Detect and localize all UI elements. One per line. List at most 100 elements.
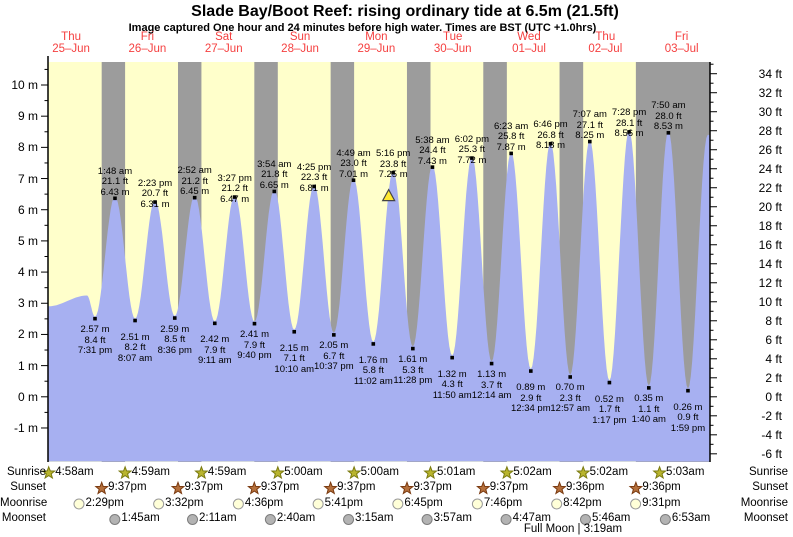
high-tide-label-line: 3:27 pm <box>217 172 252 184</box>
low-tide-label-line: 7.9 ft <box>204 344 226 356</box>
sunrise-star <box>270 465 286 480</box>
day-name: Mon <box>365 31 388 43</box>
moonrise-time: 7:46pm <box>483 496 523 509</box>
y-axis-label-ft: 28 ft <box>758 123 782 138</box>
high-tide-label-line: 6:02 pm <box>454 133 490 145</box>
low-tide-label-line: 2.57 m <box>80 324 110 336</box>
low-tide-label-line: 11:50 am <box>432 389 472 401</box>
sunrise-time: 5:02am <box>589 465 629 478</box>
y-axis-label-ft: 30 ft <box>758 104 782 119</box>
moonrise-disc <box>312 498 324 510</box>
day-name: Tue <box>442 31 463 43</box>
low-tide-label-line: 11:02 am <box>353 375 393 387</box>
low-tide-label-line: 1.7 ft <box>598 404 620 416</box>
sunset-star <box>323 480 338 495</box>
moonset-disc <box>343 514 355 525</box>
almanac-row-label-left: Moonrise <box>0 496 48 509</box>
sunrise-star <box>346 465 362 480</box>
y-axis-label-ft: 18 ft <box>758 218 782 233</box>
high-tide-label-line: 6.81 m <box>299 182 329 194</box>
tide-extreme-dot <box>686 388 690 393</box>
high-tide-label-line: 2:52 am <box>177 165 212 177</box>
moonrise-time: 2:29pm <box>85 496 124 509</box>
moonset-time: 2:11am <box>199 512 237 524</box>
y-axis-label-ft: -4 ft <box>761 427 782 442</box>
sunset-star <box>628 480 644 495</box>
low-tide-label-line: 2.05 m <box>319 340 349 352</box>
high-tide-label-line: 23.8 ft <box>379 158 407 170</box>
tide-extreme-dot <box>627 130 631 134</box>
low-tide-label-line: 0.89 m <box>516 382 546 394</box>
high-tide-label-line: 5:16 pm <box>375 148 411 160</box>
sunset-star <box>476 480 491 495</box>
high-tide-label-line: 2:23 pm <box>137 177 173 189</box>
high-tide-label-line: 6.43 m <box>100 186 130 198</box>
y-axis-label-ft: 32 ft <box>758 85 782 100</box>
day-name: Sat <box>215 31 233 43</box>
high-tide-label-line: 20.7 ft <box>141 188 169 200</box>
moonset-time: 6:53am <box>671 512 711 524</box>
high-tide-label-line: 21.1 ft <box>101 176 129 188</box>
high-tide-label-line: 4:49 am <box>336 147 371 159</box>
day-date: 01–Jul <box>512 43 546 55</box>
tide-extreme-dot <box>272 189 277 194</box>
sunset-star <box>552 480 567 495</box>
high-tide-label-line: 7:28 pm <box>611 107 647 119</box>
moonset-time: 5:46am <box>592 512 631 524</box>
tide-extreme-dot <box>93 316 97 321</box>
moonrise-disc <box>153 498 165 510</box>
y-axis-label-m: 5 m <box>17 233 38 248</box>
moonset-time: 3:57am <box>433 512 472 524</box>
sunrise-time: 4:59am <box>207 465 247 478</box>
moonset-disc <box>421 514 433 525</box>
sunrise-star <box>41 465 56 480</box>
low-tide-label-line: 7:31 pm <box>77 345 113 357</box>
sunset-time: 9:36pm <box>566 481 605 493</box>
tide-extreme-dot <box>529 369 533 373</box>
low-tide-label-line: 12:14 am <box>471 390 512 402</box>
moonrise-disc <box>471 498 483 510</box>
tide-extreme-dot <box>450 355 454 360</box>
tide-extreme-dot <box>430 165 435 169</box>
y-axis-label-m: 10 m <box>11 78 38 92</box>
moonrise-time: 8:42pm <box>563 496 602 509</box>
tide-extreme-dot <box>391 170 395 175</box>
full-moon-note: Full Moon | 3:19am <box>523 523 623 535</box>
high-tide-label-line: 1:48 am <box>97 165 133 177</box>
tide-extreme-dot <box>509 151 513 156</box>
day-date: 26–Jun <box>128 43 167 55</box>
day-date: 30–Jun <box>433 43 472 55</box>
y-axis-label-ft: 2 ft <box>765 370 782 385</box>
sunrise-star <box>423 465 438 480</box>
high-tide-label-line: 7:07 am <box>572 109 607 121</box>
tide-extreme-dot <box>411 346 415 351</box>
tide-extreme-dot <box>252 321 257 326</box>
high-tide-label-line: 23.0 ft <box>340 158 367 170</box>
moonrise-disc <box>73 498 85 510</box>
tide-extreme-dot <box>646 386 651 390</box>
moonset-time: 4:47am <box>512 512 551 524</box>
high-tide-label-line: 8.25 m <box>575 130 605 142</box>
y-axis-label-ft: 4 ft <box>765 351 782 366</box>
high-tide-label-line: 7.43 m <box>417 155 447 167</box>
sunrise-star <box>575 465 591 480</box>
almanac-row-label-right: Moonset <box>743 512 788 524</box>
y-axis-label-ft: 24 ft <box>758 161 782 176</box>
low-tide-label-line: 8:07 am <box>117 352 153 364</box>
moonrise-disc <box>630 498 642 510</box>
moonrise-disc <box>392 498 404 510</box>
moonrise-disc <box>551 498 563 510</box>
y-axis-label-ft: -2 ft <box>761 408 782 423</box>
low-tide-label-line: 10:10 am <box>274 363 315 375</box>
moonset-time: 2:40am <box>276 512 316 524</box>
high-tide-label-line: 28.0 ft <box>655 110 682 122</box>
moonset-disc <box>659 514 671 525</box>
high-tide-label-line: 7.25 m <box>378 169 408 181</box>
tide-extreme-dot <box>666 131 671 135</box>
tide-extreme-dot <box>212 321 217 326</box>
high-tide-label-line: 25.8 ft <box>497 131 525 143</box>
y-axis-label-ft: 20 ft <box>758 199 782 214</box>
tide-extreme-dot <box>172 316 177 320</box>
